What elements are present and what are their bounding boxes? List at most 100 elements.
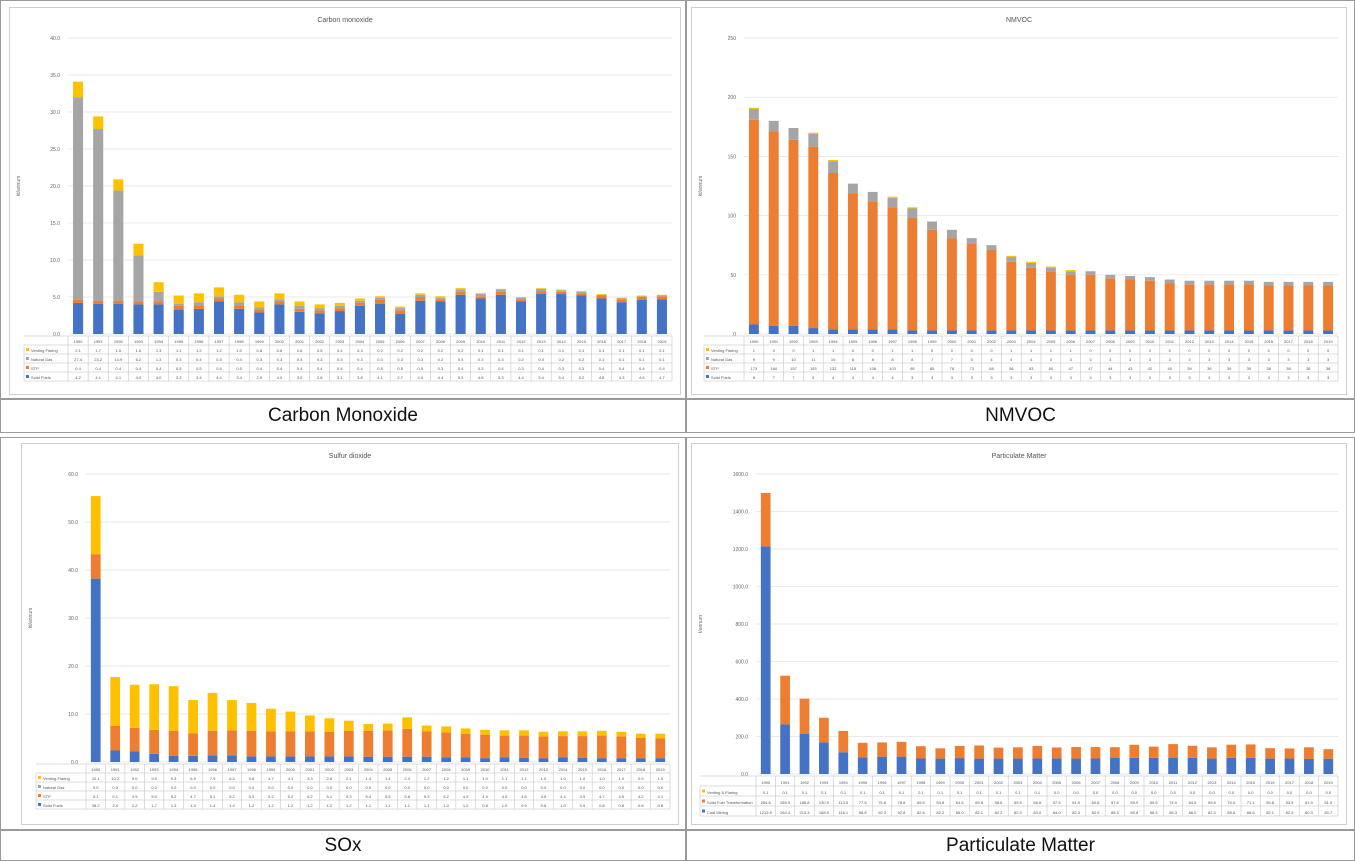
- bar-segment: [1026, 330, 1037, 334]
- data-label: 0: [951, 348, 954, 353]
- data-label: 59.6: [1150, 800, 1159, 805]
- data-label: 85.8: [1130, 810, 1139, 815]
- data-label: 3: [1109, 375, 1112, 380]
- data-label: 0.1: [579, 348, 585, 353]
- bar-segment: [314, 310, 325, 314]
- x-tick-label: 2015: [1244, 339, 1254, 344]
- bar-segment: [1226, 744, 1237, 758]
- data-label: 11: [811, 357, 816, 362]
- data-label: 3: [1050, 357, 1053, 362]
- caption-carbon-monoxide: Carbon Monoxide: [0, 399, 686, 433]
- caption-sox: SOx: [0, 830, 686, 861]
- x-tick-label: 2001: [975, 780, 985, 785]
- bar-segment: [986, 245, 997, 250]
- legend-label: Natural Gas: [43, 785, 64, 790]
- x-tick-label: 2017: [1285, 780, 1295, 785]
- x-tick-label: 1995: [174, 339, 184, 344]
- data-label: 0.4: [216, 366, 222, 371]
- data-label: 4: [1030, 357, 1033, 362]
- y-axis-label: t/annum: [698, 615, 704, 633]
- data-label: 1.2: [327, 803, 333, 808]
- bar-segment: [887, 196, 898, 198]
- bar-segment: [73, 302, 84, 334]
- data-label: 4.5: [541, 794, 547, 799]
- data-label: 132: [830, 366, 837, 371]
- data-label: 58: [1009, 366, 1014, 371]
- chart-frame: Particulate Matter t/annum 0.0 200.0 400.0 60…: [691, 443, 1347, 825]
- bar-segment: [415, 294, 426, 297]
- bar-segment: [266, 756, 276, 762]
- data-label: 164: [770, 366, 777, 371]
- data-label: 1.2: [443, 776, 449, 781]
- legend-swatch: [38, 776, 41, 779]
- bar-segment: [993, 747, 1004, 759]
- bar-segment: [1184, 280, 1195, 285]
- legend-label: Venting & Flaring: [707, 790, 737, 795]
- data-label: 0.0: [541, 785, 547, 790]
- bar-segment: [788, 325, 799, 334]
- y-tick-label: 1400.0: [733, 510, 749, 516]
- y-tick-label: 40.0: [68, 568, 78, 574]
- bar-segment: [499, 735, 510, 758]
- data-label: 3: [1268, 375, 1271, 380]
- data-label: 0.9: [580, 803, 586, 808]
- x-tick-label: 2018: [1304, 780, 1314, 785]
- bar-segment: [655, 758, 666, 762]
- bar-segment: [1245, 757, 1256, 774]
- legend-label: Natural Gas: [31, 357, 52, 362]
- x-tick-label: 2013: [1205, 339, 1215, 344]
- y-tick-label: 10.0: [68, 712, 78, 718]
- data-label: 0.5: [377, 366, 383, 371]
- data-label: 38: [1326, 366, 1331, 371]
- data-label: 0.8: [599, 803, 605, 808]
- bar-segment: [234, 308, 245, 334]
- bar-segment: [1207, 758, 1217, 774]
- bar-segment: [556, 291, 567, 295]
- data-label: 0.0: [132, 785, 138, 790]
- data-label: 5.2: [268, 794, 274, 799]
- data-label: 264.4: [780, 810, 791, 815]
- bar-segment: [495, 294, 506, 334]
- bar-segment: [110, 750, 121, 762]
- data-label: 0.3: [377, 357, 383, 362]
- x-tick-label: 2011: [1169, 780, 1178, 785]
- data-label: 3.1: [337, 375, 343, 380]
- bar-segment: [395, 308, 406, 311]
- bar-segment: [460, 728, 471, 734]
- bar-segment: [1303, 330, 1314, 334]
- data-label: 0.0: [443, 785, 449, 790]
- bar-segment: [616, 758, 627, 762]
- bar-segment: [314, 308, 325, 311]
- data-label: 1.0: [560, 776, 566, 781]
- x-tick-label: 2005: [1052, 780, 1062, 785]
- data-label: 0.3: [518, 366, 524, 371]
- bar-segment: [246, 730, 257, 757]
- bar-segment: [946, 330, 957, 334]
- data-label: 0.3: [176, 357, 182, 362]
- data-label: 0.1: [498, 348, 504, 353]
- bar-segment: [227, 700, 237, 731]
- chart-cell-nmvoc: NMVOC kt/annum 0 50 100 150 200 250 1990 1991 1992…: [686, 0, 1355, 399]
- y-tick-label: 600.0: [735, 660, 748, 666]
- data-label: 2.2: [132, 803, 138, 808]
- data-label: 0.4: [156, 366, 162, 371]
- bar-segment: [867, 329, 878, 334]
- bar-segment: [556, 289, 567, 291]
- bar-segment: [616, 302, 627, 334]
- data-label: 3: [1089, 375, 1092, 380]
- data-label: 1.1: [365, 803, 371, 808]
- chart-frame: Carbon monoxide kt/annum 0.0 5.0 10.0 15.0 20.…: [9, 7, 681, 395]
- bar-segment: [636, 296, 647, 297]
- data-label: 85: [930, 366, 935, 371]
- bar-segment: [234, 305, 245, 309]
- data-label: 0.4: [317, 366, 323, 371]
- data-label: 0.0: [307, 785, 313, 790]
- data-label: 3: [1327, 357, 1330, 362]
- bar-segment: [274, 293, 285, 300]
- data-label: 0.3: [357, 357, 363, 362]
- bar-segment: [577, 736, 588, 758]
- legend-swatch: [702, 799, 705, 803]
- data-label: 0.0: [404, 785, 410, 790]
- bar-segment: [173, 295, 184, 304]
- data-label: 0.1: [996, 790, 1002, 795]
